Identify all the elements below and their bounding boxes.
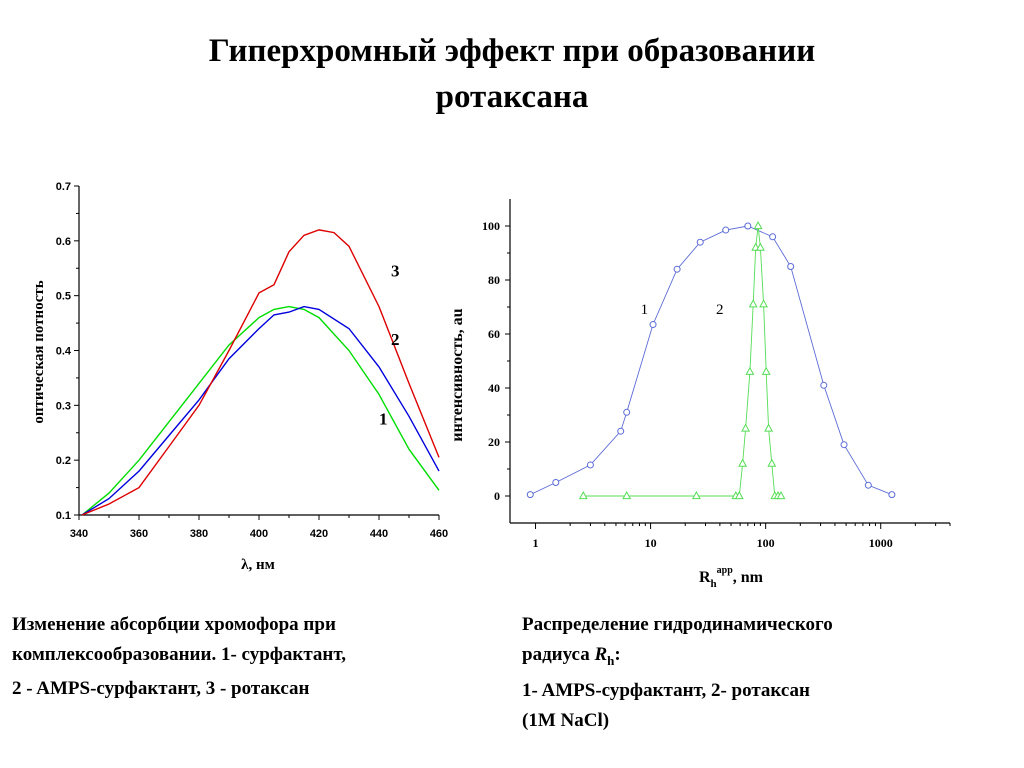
- series-1-point: [888, 491, 896, 499]
- series-2-point: [741, 423, 751, 432]
- y-tick-label: 60: [488, 327, 500, 341]
- series-1-point: [673, 265, 681, 273]
- y-tick-label: 0.1: [56, 510, 71, 522]
- caption-line: Изменение абсорбции хромофора при: [12, 614, 336, 635]
- title-line-1: Гиперхромный эффект при образовании: [208, 33, 816, 69]
- series-1-point: [552, 479, 560, 486]
- y-tick-label: 40: [488, 381, 500, 395]
- x-axis-label-suffix: , nm: [733, 569, 764, 586]
- x-tick-label: 340: [70, 528, 88, 540]
- y-tick-label: 80: [488, 273, 500, 287]
- curve-label: 1: [641, 302, 649, 318]
- series-1-point: [722, 226, 730, 234]
- series-2-line: [583, 225, 781, 497]
- x-tick-label: 400: [250, 528, 268, 540]
- y-tick-label: 0.5: [56, 291, 71, 303]
- series-1-point: [769, 233, 777, 241]
- curve-label: 3: [391, 261, 400, 280]
- x-tick-label: 1000: [869, 536, 893, 550]
- series-1-point: [623, 408, 631, 416]
- series-1-point: [696, 238, 704, 246]
- plot-area: 0 20 40 60 80 100 1 10 100 1000 1 2: [482, 199, 951, 550]
- x-axis-label-sub: h: [711, 578, 717, 590]
- series-2-point: [767, 458, 777, 467]
- series-3-line: [81, 229, 440, 516]
- x-axis-label: Rhapp, nm: [699, 565, 764, 590]
- series-2-point: [759, 299, 769, 308]
- series-2-point: [776, 490, 786, 500]
- y-axis-label: интенсивность, au: [449, 308, 466, 441]
- x-tick-label: 360: [130, 528, 148, 540]
- x-tick-label: 460: [430, 528, 448, 540]
- x-axis-label: λ, нм: [241, 557, 275, 573]
- series-2-point: [578, 490, 588, 500]
- series-2-point: [761, 366, 771, 375]
- y-tick-label: 0.3: [56, 400, 71, 412]
- caption-line: (1M NaCl): [522, 709, 610, 731]
- series-1-point: [787, 263, 795, 270]
- series-1-point: [840, 441, 848, 449]
- caption-absorption: Изменение абсорбции хромофора при компле…: [12, 610, 492, 704]
- series-1-point: [526, 491, 534, 499]
- caption-line: Распределение гидродинамического: [522, 614, 833, 635]
- series-2-point: [622, 490, 632, 500]
- series-1-point: [649, 321, 657, 329]
- series-1-point: [820, 381, 828, 389]
- series-2-line: [81, 305, 440, 516]
- series-2-point: [745, 366, 755, 375]
- series-1-line: [530, 225, 893, 496]
- x-tick-label: 10: [645, 536, 657, 550]
- series-2-point: [734, 490, 744, 500]
- curve-label: 2: [716, 302, 724, 318]
- curve-label: 2: [391, 330, 400, 349]
- y-tick-label: 0.7: [56, 181, 71, 193]
- caption-distribution: Распределение гидродинамического радиуса…: [522, 610, 1002, 736]
- x-tick-label: 100: [757, 536, 775, 550]
- x-tick-label: 420: [310, 528, 328, 540]
- title-line-2: ротаксана: [435, 79, 589, 115]
- radius-symbol: R: [594, 644, 608, 665]
- series-1-line: [81, 305, 440, 516]
- y-tick-label: 100: [482, 219, 500, 233]
- x-tick-label: 380: [190, 528, 208, 540]
- series-2-point: [753, 220, 763, 230]
- series-2-point: [748, 299, 758, 308]
- series-2-point: [755, 242, 765, 251]
- caption-line: 1- AMPS-сурфактант, 2- ротаксан: [522, 679, 810, 701]
- radius-subscript: h: [607, 652, 615, 668]
- caption-line: комплексообразовании. 1- сурфактант,: [12, 644, 347, 665]
- series-1-point: [617, 427, 625, 435]
- y-tick-label: 0.6: [56, 236, 71, 248]
- series-2-point: [764, 423, 774, 432]
- y-tick-label: 20: [488, 435, 500, 449]
- caption-line: 2 - AMPS-сурфактант, 3 - ротаксан: [12, 678, 310, 699]
- y-tick-label: 0.2: [56, 455, 71, 467]
- y-tick-label: 0.4: [56, 346, 72, 358]
- curve-label: 1: [379, 410, 388, 429]
- series-1-point: [864, 481, 872, 489]
- y-axis-label: оптическая потность: [31, 280, 47, 423]
- x-axis-label-sup: app: [717, 565, 734, 576]
- x-tick-label: 1: [533, 536, 539, 550]
- slide-title: Гиперхромный эффект при образовании рота…: [0, 28, 1024, 120]
- series-2-point: [738, 458, 748, 467]
- plot-area: 0.1 0.2 0.3 0.4 0.5 0.6 0.7 340 360 380 400 420 440 4…: [56, 181, 448, 540]
- caption-line: радиуса Rh:: [522, 640, 1002, 676]
- series-1-point: [744, 222, 752, 230]
- x-axis-label-main: R: [699, 569, 711, 586]
- y-tick-label: 0: [494, 489, 500, 503]
- series-2-point: [691, 490, 701, 500]
- caption-text: радиуса: [522, 644, 595, 665]
- x-tick-label: 440: [370, 528, 388, 540]
- caption-text: :: [614, 644, 621, 665]
- series-1-point: [586, 461, 594, 469]
